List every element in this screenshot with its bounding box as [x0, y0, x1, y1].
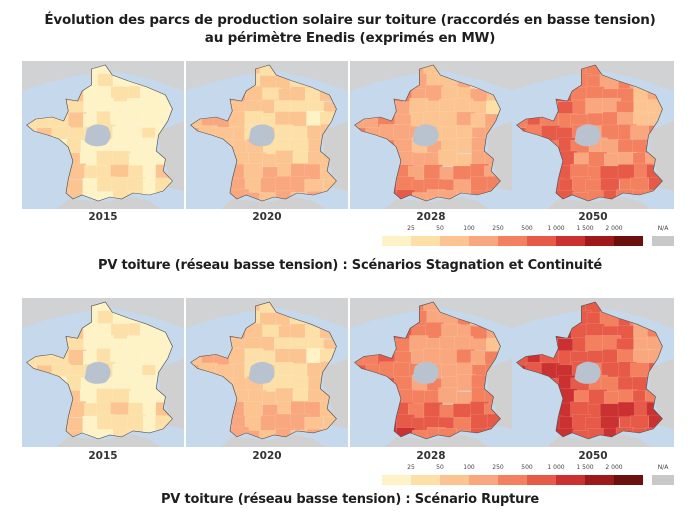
legend-bar [382, 236, 643, 246]
year-label: 2020 [252, 211, 282, 223]
legend-swatch [614, 236, 643, 246]
year-label: 2015 [88, 211, 118, 223]
legend-swatch [469, 475, 498, 485]
legend-tick: 250 [492, 225, 504, 232]
legend-swatch [440, 236, 469, 246]
legend-tick: 500 [521, 225, 533, 232]
map-s1-2015 [22, 61, 184, 209]
color-legend: 25 50 100 250 500 1 000 1 500 2 000 N/A [382, 225, 674, 251]
legend-swatch [498, 475, 527, 485]
legend-swatch [469, 236, 498, 246]
legend-na-label: N/A [657, 464, 669, 471]
legend-tick: 250 [492, 464, 504, 471]
year-label: 2050 [578, 450, 608, 462]
legend-ticks: 25 50 100 250 500 1 000 1 500 2 000 N/A [382, 464, 674, 474]
france-map [186, 61, 348, 209]
legend-tick: 2 000 [605, 464, 623, 471]
map-s2-2028 [350, 298, 512, 447]
year-label: 2028 [416, 450, 446, 462]
chart-title-line1: Évolution des parcs de production solair… [44, 12, 656, 28]
legend-tick: 25 [407, 464, 415, 471]
legend-tick: 100 [463, 225, 475, 232]
legend-swatch [585, 475, 614, 485]
legend-tick: 100 [463, 464, 475, 471]
legend-na-swatch [652, 475, 674, 485]
map-s1-2028 [350, 61, 512, 209]
legend-tick: 1 500 [576, 464, 594, 471]
france-map [22, 61, 184, 209]
legend-tick: 1 000 [547, 225, 565, 232]
legend-tick: 50 [436, 464, 444, 471]
color-legend: 25 50 100 250 500 1 000 1 500 2 000 N/A [382, 464, 674, 490]
legend-swatch [382, 236, 411, 246]
legend-swatch [498, 236, 527, 246]
year-label: 2020 [252, 450, 282, 462]
legend-swatch [382, 475, 411, 485]
legend-tick: 500 [521, 464, 533, 471]
section-subtitle: PV toiture (réseau basse tension) : Scén… [160, 492, 540, 507]
map-s2-2050 [512, 298, 674, 447]
legend-tick: 2 000 [605, 225, 623, 232]
map-s2-2020 [186, 298, 348, 447]
legend-swatch [556, 236, 585, 246]
legend-tick: 1 000 [547, 464, 565, 471]
map-s1-2050 [512, 61, 674, 209]
legend-swatch [411, 236, 440, 246]
legend-na-swatch [652, 236, 674, 246]
legend-swatch [614, 475, 643, 485]
france-map [186, 298, 348, 447]
map-s2-2015 [22, 298, 184, 447]
map-s1-2020 [186, 61, 348, 209]
legend-tick: 50 [436, 225, 444, 232]
france-map [512, 61, 674, 209]
legend-swatch [440, 475, 469, 485]
france-map [350, 61, 512, 209]
france-map [512, 298, 674, 447]
year-label: 2050 [578, 211, 608, 223]
legend-bar [382, 475, 643, 485]
legend-swatch [556, 475, 585, 485]
france-map [350, 298, 512, 447]
section-subtitle: PV toiture (réseau basse tension) : Scén… [98, 258, 602, 273]
legend-swatch [411, 475, 440, 485]
legend-tick: 1 500 [576, 225, 594, 232]
france-map [22, 298, 184, 447]
legend-swatch [585, 236, 614, 246]
legend-swatch [527, 236, 556, 246]
year-label: 2015 [88, 450, 118, 462]
legend-swatch [527, 475, 556, 485]
legend-na-label: N/A [657, 225, 669, 232]
legend-tick: 25 [407, 225, 415, 232]
year-label: 2028 [416, 211, 446, 223]
chart-title-line2: au périmètre Enedis (exprimés en MW) [204, 30, 496, 46]
legend-ticks: 25 50 100 250 500 1 000 1 500 2 000 N/A [382, 225, 674, 235]
